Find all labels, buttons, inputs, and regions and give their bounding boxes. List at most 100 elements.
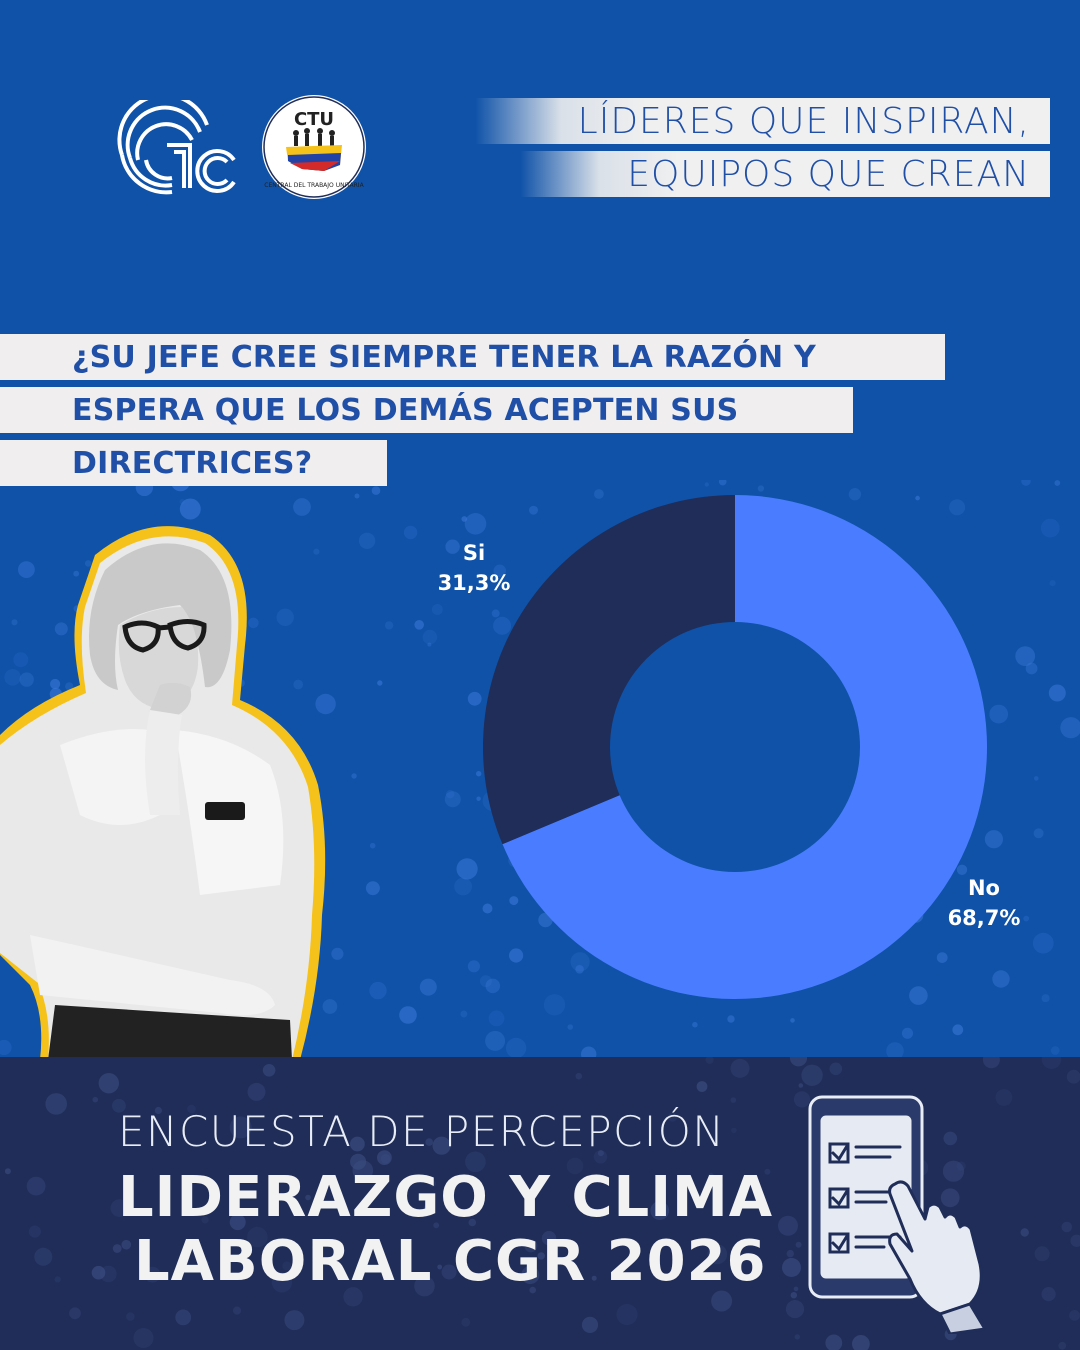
decor-dot: [795, 1241, 802, 1248]
decor-dot: [65, 682, 74, 691]
decor-dot: [18, 561, 35, 578]
slice-value-no: 68,7%: [948, 906, 1021, 930]
decor-dot: [133, 1328, 154, 1348]
decor-dot: [521, 1265, 540, 1285]
slice-label-no: No: [968, 876, 1000, 900]
decor-dot: [704, 482, 709, 487]
decor-dot: [419, 978, 437, 996]
decor-dot: [708, 1173, 714, 1179]
decor-dot: [384, 621, 394, 630]
decor-dot: [11, 619, 18, 626]
decor-dot: [91, 1265, 106, 1280]
decor-dot: [365, 881, 380, 896]
decor-dot: [187, 1104, 196, 1114]
donut-chart: Si 31,3% No 68,7%: [438, 495, 1021, 999]
decor-dot: [399, 1006, 417, 1024]
decor-dot: [597, 1150, 604, 1157]
decor-dot: [92, 1096, 99, 1103]
decor-dot: [154, 1106, 162, 1115]
decor-dot: [1048, 684, 1066, 702]
donut-hole: [610, 622, 860, 872]
decor-dot: [730, 1097, 737, 1103]
decor-dot: [488, 1010, 505, 1027]
decor-dot: [789, 1057, 808, 1067]
decor-dot: [942, 1160, 965, 1182]
slogan-line-1: LÍDERES QUE INSPIRAN,: [475, 98, 1050, 144]
decor-dot: [1023, 915, 1030, 922]
decor-dot: [19, 672, 34, 687]
decor-dot: [529, 1286, 536, 1294]
decor-dot: [696, 1081, 708, 1092]
decor-dot: [460, 1010, 468, 1018]
decor-dot: [429, 1180, 437, 1188]
decor-dot: [322, 999, 338, 1014]
decor-dot: [1032, 932, 1054, 954]
decor-dot: [73, 570, 80, 577]
decor-dot: [825, 1334, 843, 1350]
decor-dot: [1020, 1228, 1029, 1237]
decor-dot: [992, 970, 1010, 988]
decor-dot: [790, 1018, 795, 1023]
decor-dot: [69, 1307, 81, 1320]
decor-dot: [369, 842, 376, 849]
decor-dot: [229, 1214, 246, 1231]
decor-dot: [485, 1030, 506, 1051]
decor-dot: [369, 981, 387, 1000]
decor-dot: [144, 1266, 161, 1283]
decor-dot: [785, 1300, 805, 1319]
decor-dot: [541, 1231, 557, 1246]
decor-dot: [594, 489, 604, 499]
decor-dot: [989, 704, 1009, 724]
decor-dot: [54, 622, 68, 636]
decor-dot: [581, 1046, 597, 1060]
decor-dot: [313, 548, 320, 555]
decor-dot: [276, 608, 294, 626]
decor-dot: [271, 1272, 292, 1293]
decor-dot: [247, 1226, 268, 1248]
decor-dot: [26, 1176, 46, 1196]
decor-dot: [798, 1083, 804, 1088]
gtc-logo-icon: [117, 100, 236, 195]
decor-dot: [801, 1064, 823, 1086]
decor-dot: [1049, 580, 1056, 587]
decor-dot: [476, 796, 481, 801]
decor-dot: [229, 1116, 252, 1139]
decor-dot: [179, 499, 185, 505]
decor-dot: [468, 1218, 477, 1227]
decor-dot: [232, 1306, 242, 1315]
decor-dot: [782, 1258, 801, 1277]
decor-dot: [305, 1194, 311, 1201]
decor-dot: [491, 609, 500, 618]
decor-dot: [1034, 776, 1039, 781]
decor-dot: [467, 960, 480, 973]
slogan-text-1: LÍDERES QUE INSPIRAN,: [577, 100, 1030, 142]
decor-dot: [446, 790, 455, 799]
decor-dot: [112, 1244, 122, 1253]
decor-dot: [718, 480, 727, 486]
decor-dot: [461, 516, 468, 522]
decor-dot: [432, 1136, 451, 1155]
decor-dot: [1061, 1221, 1073, 1233]
decor-dot: [479, 975, 492, 988]
decor-dot: [431, 604, 443, 615]
decor-dot: [711, 1290, 733, 1312]
decor-dot: [4, 1168, 11, 1175]
decor-dot: [794, 1334, 800, 1340]
decor-dot: [371, 486, 381, 495]
decor-dot: [84, 560, 92, 567]
decor-dot: [377, 1150, 392, 1165]
decor-dot: [482, 903, 493, 914]
decor-dot: [179, 498, 201, 520]
decor-dot: [982, 1057, 1000, 1069]
decor-dot: [54, 1276, 61, 1283]
decor-dot: [34, 1247, 53, 1266]
decor-dot: [717, 1182, 723, 1188]
decor-dot: [1060, 717, 1080, 739]
decor-dot: [202, 1259, 209, 1266]
question-text-2: ESPERA QUE LOS DEMÁS ACEPTEN SUS: [72, 392, 739, 428]
decor-dot: [461, 1317, 471, 1327]
ctu-logo: CTU CENTRAL DEL TRABAJO UNITARIA: [262, 95, 366, 199]
decor-dot: [284, 1310, 305, 1331]
decor-dot: [262, 1064, 276, 1077]
decor-dot: [1040, 518, 1060, 538]
